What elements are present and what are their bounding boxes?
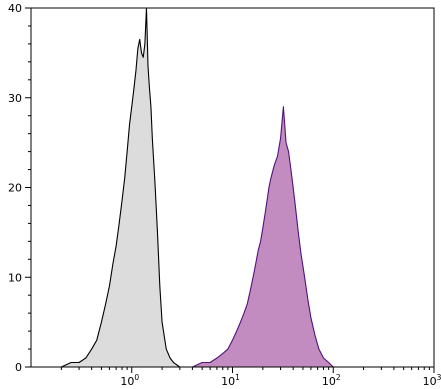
series-layer — [61, 7, 334, 368]
x-tick-label: 103 — [423, 373, 441, 388]
y-tick-label: 30 — [8, 92, 22, 105]
y-tick-label: 20 — [8, 182, 22, 195]
x-tick-label: 102 — [322, 373, 341, 388]
x-axis: 100 101 102 103 — [60, 367, 441, 388]
y-axis: 0 10 20 30 40 — [8, 2, 31, 374]
y-tick-label: 0 — [15, 361, 22, 374]
y-tick-label: 10 — [8, 271, 22, 284]
series-1-outline — [61, 7, 181, 368]
y-tick-label: 40 — [8, 2, 22, 15]
x-tick-label: 100 — [120, 373, 139, 388]
x-tick-label: 101 — [221, 373, 240, 388]
series-2-outline — [192, 106, 334, 368]
series-2-area — [192, 106, 334, 367]
